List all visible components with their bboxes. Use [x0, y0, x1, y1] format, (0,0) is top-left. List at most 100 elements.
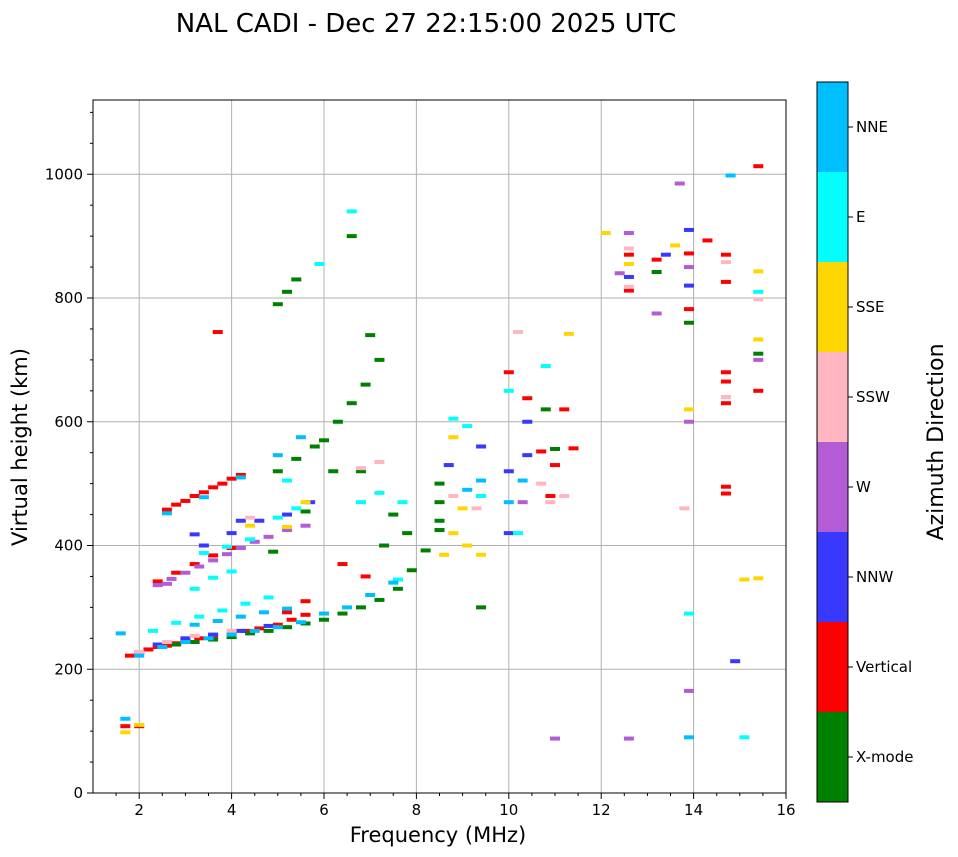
echo-point	[720, 484, 731, 489]
echo-point	[720, 252, 731, 257]
echo-point	[194, 614, 205, 619]
echo-point	[314, 261, 325, 266]
echo-point	[434, 518, 445, 523]
echo-point	[221, 552, 232, 557]
colorbar-label: X-mode	[856, 748, 913, 766]
echo-point	[263, 628, 274, 633]
echo-point	[388, 580, 399, 585]
echo-point	[235, 518, 246, 523]
echo-point	[346, 234, 357, 239]
echo-point	[194, 636, 205, 641]
echo-point	[263, 623, 274, 628]
echo-point	[198, 490, 209, 495]
echo-point	[226, 635, 237, 640]
echo-point	[180, 636, 191, 641]
echo-point	[739, 577, 750, 582]
echo-point	[443, 463, 454, 468]
echo-point	[189, 622, 200, 627]
echo-point	[513, 531, 524, 536]
echo-point	[134, 649, 145, 654]
echo-point	[291, 456, 302, 461]
echo-point	[152, 583, 163, 588]
data-points	[115, 164, 764, 741]
echo-point	[161, 511, 172, 516]
echo-point	[536, 449, 547, 454]
echo-point	[263, 595, 274, 600]
echo-point	[406, 568, 417, 573]
echo-point	[212, 330, 223, 335]
echo-point	[337, 562, 348, 567]
echo-point	[720, 260, 731, 265]
echo-point	[365, 333, 376, 338]
echo-point	[282, 524, 293, 529]
echo-point	[208, 558, 219, 563]
chart-title: NAL CADI - Dec 27 22:15:00 2025 UTC	[176, 9, 676, 39]
echo-point	[503, 500, 514, 505]
echo-point	[522, 396, 533, 401]
echo-point	[226, 628, 237, 633]
echo-point	[286, 617, 297, 622]
echo-point	[448, 494, 459, 498]
echo-point	[157, 644, 168, 649]
echo-point	[355, 466, 366, 471]
echo-point	[730, 659, 741, 664]
echo-point	[434, 500, 445, 505]
echo-point	[503, 370, 514, 375]
echo-point	[272, 515, 283, 520]
echo-point	[402, 531, 413, 536]
echo-point	[476, 444, 487, 449]
echo-point	[503, 469, 514, 474]
echo-point	[434, 528, 445, 533]
echo-point	[245, 631, 256, 636]
echo-point	[189, 532, 200, 537]
echo-point	[355, 605, 366, 610]
echo-point	[522, 419, 533, 424]
echo-point	[623, 274, 634, 279]
y-tick-label: 200	[54, 660, 83, 678]
echo-point	[226, 476, 237, 481]
echo-point	[683, 265, 694, 270]
colorbar-segment	[817, 622, 848, 712]
gridlines	[93, 100, 786, 793]
echo-point	[189, 562, 200, 567]
echo-point	[374, 597, 385, 602]
echo-point	[683, 307, 694, 312]
echo-point	[683, 320, 694, 325]
echo-point	[374, 490, 385, 495]
echo-point	[651, 257, 662, 262]
echo-point	[753, 351, 764, 356]
echo-point	[282, 478, 293, 483]
x-tick-label: 4	[227, 801, 237, 819]
echo-point	[476, 478, 487, 483]
echo-point	[517, 500, 528, 505]
echo-point	[365, 593, 376, 597]
echo-point	[623, 736, 634, 741]
echo-point	[448, 531, 459, 536]
echo-point	[462, 424, 473, 429]
colorbar-segment	[817, 172, 848, 262]
colorbar-segment	[817, 352, 848, 442]
echo-point	[434, 481, 445, 486]
echo-point	[397, 500, 408, 505]
echo-point	[623, 231, 634, 236]
echo-point	[208, 632, 219, 637]
echo-point	[462, 487, 473, 492]
echo-point	[300, 599, 311, 604]
plot-frame	[92, 99, 787, 794]
echo-point	[282, 625, 293, 630]
echo-point	[120, 716, 131, 721]
echo-point	[249, 628, 260, 633]
echo-point	[295, 620, 306, 625]
echo-point	[282, 606, 293, 611]
echo-point	[189, 633, 200, 638]
echo-point	[115, 631, 126, 636]
colorbar-label: NNE	[856, 118, 888, 136]
echo-point	[171, 620, 182, 625]
echo-point	[235, 628, 246, 633]
echo-point	[235, 475, 246, 480]
echo-point	[503, 531, 514, 536]
echo-point	[120, 730, 131, 735]
echo-point	[355, 469, 366, 474]
echo-point	[476, 494, 487, 498]
echo-point	[720, 370, 731, 375]
